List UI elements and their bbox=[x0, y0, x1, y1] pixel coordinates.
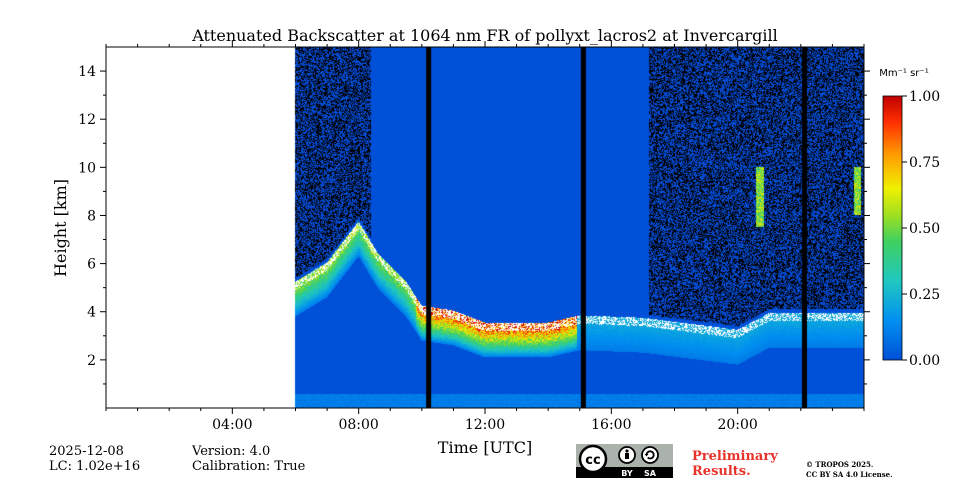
cc-icon: cc bbox=[578, 444, 608, 474]
cc-text: cc bbox=[585, 453, 600, 468]
calibration-label: Calibration: True bbox=[192, 459, 306, 474]
backscatter-heatmap bbox=[106, 47, 864, 408]
y-axis-label: Height [km] bbox=[51, 179, 70, 277]
preliminary-line-2: Results. bbox=[692, 464, 751, 479]
x-tick-label: 16:00 bbox=[591, 417, 631, 433]
y-tick-label: 8 bbox=[87, 208, 96, 224]
preliminary-line-1: Preliminary bbox=[692, 449, 778, 464]
share-alike-icon bbox=[641, 446, 659, 464]
cc-by-sa-badge: cc BY SA bbox=[576, 444, 673, 478]
y-tick-label: 4 bbox=[87, 305, 96, 321]
y-tick-label: 2 bbox=[87, 353, 96, 369]
colorbar-tick-label: 0.75 bbox=[909, 155, 940, 171]
plot-area bbox=[105, 46, 865, 409]
colorbar-tick-label: 0.25 bbox=[909, 287, 940, 303]
chart-title: Attenuated Backscatter at 1064 nm FR of … bbox=[191, 26, 778, 45]
x-tick-label: 08:00 bbox=[338, 417, 378, 433]
colorbar-tick-label: 0.50 bbox=[909, 221, 940, 237]
colorbar: Mm⁻¹ sr⁻¹ 0.00 0.25 0.50 0.75 1.00 bbox=[879, 68, 940, 369]
copyright-line-2: CC BY SA 4.0 License. bbox=[806, 470, 893, 479]
x-tick-label: 12:00 bbox=[465, 417, 505, 433]
x-axis: 04:00 08:00 12:00 16:00 20:00 bbox=[105, 41, 865, 433]
copyright-line-1: © TROPOS 2025. bbox=[806, 460, 874, 469]
x-tick-label: 04:00 bbox=[212, 417, 252, 433]
by-label: BY bbox=[621, 469, 633, 478]
sa-label: SA bbox=[644, 469, 657, 478]
colorbar-unit: Mm⁻¹ sr⁻¹ bbox=[879, 68, 928, 79]
colorbar-ticks: 0.00 0.25 0.50 0.75 1.00 bbox=[902, 89, 940, 369]
y-tick-label: 10 bbox=[78, 160, 96, 176]
colorbar-tick-label: 1.00 bbox=[909, 89, 940, 105]
y-axis: 2 4 6 8 10 12 14 bbox=[78, 64, 870, 385]
colorbar-tick-label: 0.00 bbox=[909, 353, 940, 369]
y-tick-label: 12 bbox=[78, 112, 96, 128]
x-axis-label: Time [UTC] bbox=[438, 438, 532, 457]
version-label: Version: 4.0 bbox=[192, 444, 271, 459]
x-tick-label: 20:00 bbox=[717, 417, 757, 433]
meta-right: Version: 4.0 Calibration: True bbox=[192, 444, 305, 474]
y-tick-label: 14 bbox=[78, 64, 96, 80]
colorbar-gradient bbox=[882, 95, 903, 361]
plot-date: 2025-12-08 bbox=[49, 444, 124, 459]
meta-left: 2025-12-08 LC: 1.02e+16 bbox=[49, 444, 140, 474]
y-tick-label: 6 bbox=[87, 257, 96, 273]
copyright-notice: © TROPOS 2025. CC BY SA 4.0 License. bbox=[806, 460, 893, 480]
attribution-icon bbox=[618, 446, 636, 464]
preliminary-notice: Preliminary Results. bbox=[692, 449, 778, 479]
lidar-constant: LC: 1.02e+16 bbox=[49, 459, 141, 474]
